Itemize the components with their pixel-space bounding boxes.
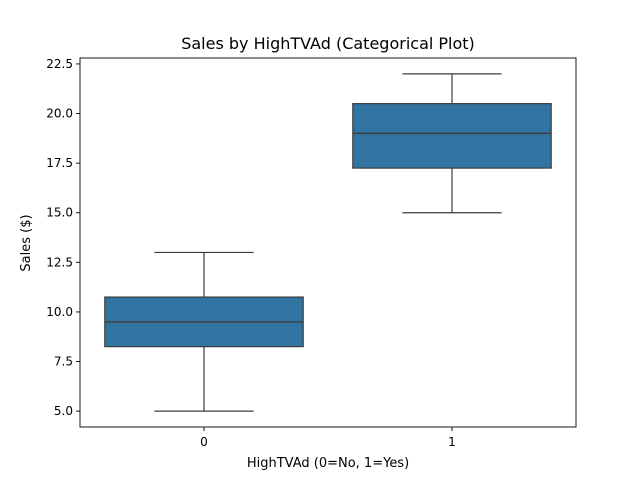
y-tick-label: 5.0 (54, 404, 73, 418)
x-tick-label: 1 (448, 435, 456, 449)
iqr-box (352, 103, 552, 169)
box-group-0 (104, 251, 304, 412)
y-tick-label: 12.5 (46, 255, 73, 269)
box-group-1 (352, 73, 552, 214)
y-tick-label: 10.0 (46, 305, 73, 319)
y-axis: 5.0 7.5 10.0 12.5 15.0 17.5 20.0 22.5 (46, 57, 80, 418)
chart-title: Sales by HighTVAd (Categorical Plot) (181, 34, 475, 53)
plot-frame (79, 57, 577, 428)
y-tick-label: 22.5 (46, 57, 73, 71)
x-axis-label: HighTVAd (0=No, 1=Yes) (247, 456, 409, 471)
y-tick-label: 15.0 (46, 206, 73, 220)
y-tick-label: 7.5 (54, 355, 73, 369)
y-tick-label: 20.0 (46, 107, 73, 121)
y-axis-label: Sales ($) (19, 214, 34, 271)
plot-area (104, 73, 552, 412)
y-tick-label: 17.5 (46, 156, 73, 170)
x-tick-label: 0 (200, 435, 208, 449)
